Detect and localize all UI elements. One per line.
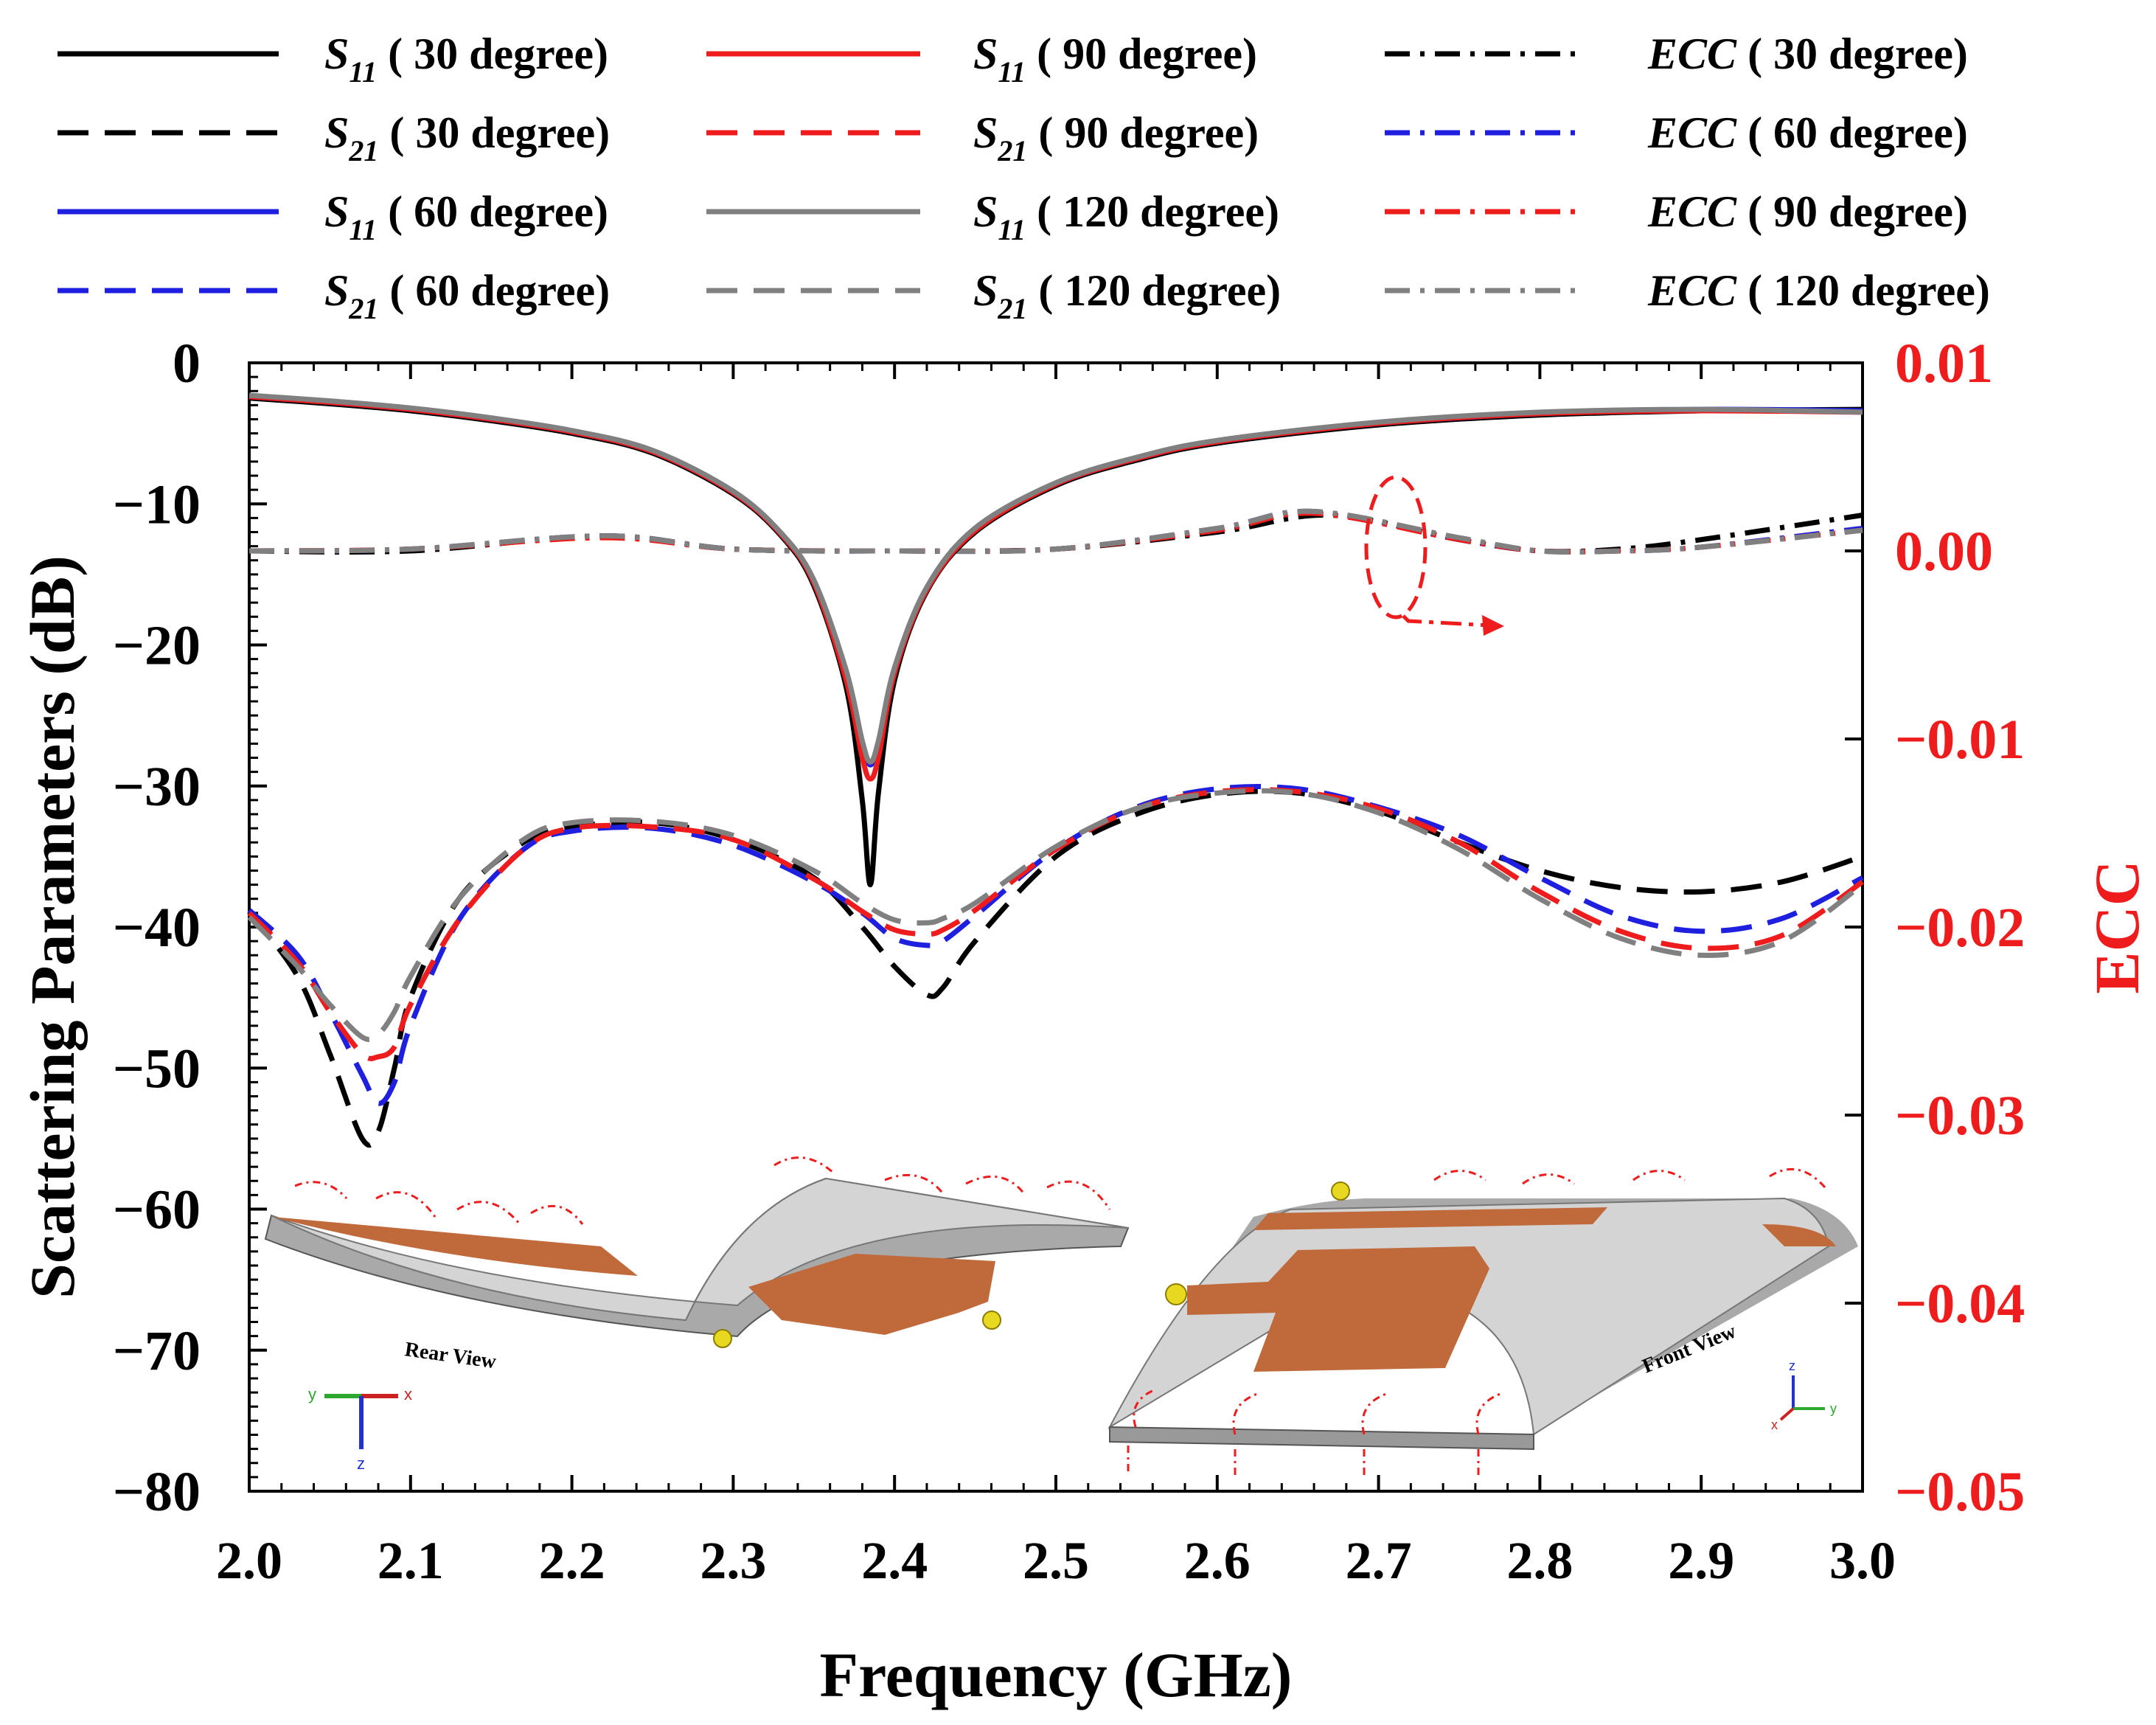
series-s21-30-degree	[247, 788, 1864, 1148]
front-patch-row	[1253, 1207, 1607, 1230]
rear-axis-y: y	[308, 1385, 316, 1403]
rear-patch-left	[273, 1217, 638, 1276]
x-tick-label: 2.4	[861, 1531, 928, 1590]
front-connector-2	[1331, 1181, 1350, 1201]
rear-patch-right	[748, 1254, 995, 1335]
indicator-ellipse	[1364, 475, 1428, 619]
y-tick-label: −20	[113, 615, 201, 677]
y2-tick-label: 0.00	[1895, 521, 1993, 583]
x-tick-label: 2.8	[1506, 1531, 1573, 1590]
y2-tick-label: −0.03	[1895, 1085, 2025, 1147]
front-view-inset: Front View z y x	[1107, 1167, 1858, 1479]
y-tick-label: −80	[113, 1461, 201, 1523]
front-axis-y: y	[1830, 1401, 1837, 1416]
y2-tick-label: −0.04	[1895, 1273, 2025, 1335]
y2-tick-label: −0.01	[1895, 709, 2025, 771]
rear-substrate-top	[271, 1177, 1129, 1322]
rear-connector-1	[713, 1329, 732, 1348]
legend-label: S11 ( 90 degree)	[973, 29, 1257, 88]
y-axis-title: Scattering Parameters (dB)	[17, 555, 88, 1299]
series-ecc-60-degree	[248, 508, 1863, 555]
front-substrate-side	[1109, 1426, 1534, 1451]
legend-label: S11 ( 60 degree)	[324, 187, 608, 246]
x-tick-label: 2.5	[1023, 1531, 1089, 1590]
x-tick-label: 2.9	[1668, 1531, 1734, 1590]
front-axis-x: x	[1771, 1417, 1778, 1432]
x-tick-label: 3.0	[1829, 1531, 1896, 1590]
x-tick-label: 2.7	[1346, 1531, 1412, 1590]
data-curves	[247, 392, 1865, 1148]
legend-label: S11 ( 120 degree)	[973, 187, 1279, 246]
front-axis-z: z	[1789, 1358, 1795, 1373]
tick-labels: 2.0 2.1 2.2 2.3 2.4 2.5 2.6 2.7 2.8 2.9 3.0 0 −10 −20…	[113, 333, 2025, 1590]
y-tick-label: −30	[113, 756, 201, 818]
x-tick-label: 2.2	[539, 1531, 605, 1590]
y-tick-label: −70	[113, 1320, 201, 1382]
y-tick-label: −10	[113, 473, 201, 535]
legend-label: ECC ( 30 degree)	[1647, 29, 1968, 78]
legend-label: S21 ( 60 degree)	[324, 266, 610, 325]
series-s11-30-degree	[248, 395, 1863, 888]
y2-axis-title: ECC	[2082, 860, 2152, 994]
series-ecc-90-degree	[248, 510, 1863, 555]
series-s21-90-degree	[247, 787, 1864, 1061]
front-patch-tail	[1762, 1224, 1836, 1246]
x-tick-label: 2.0	[216, 1531, 282, 1590]
x-tick-label: 2.6	[1184, 1531, 1251, 1590]
x-tick-label: 2.3	[700, 1531, 766, 1590]
rear-axis-triad: y x z	[308, 1385, 412, 1473]
legend-label: S21 ( 120 degree)	[973, 266, 1281, 325]
front-connector-1	[1165, 1283, 1187, 1305]
legend-label: ECC ( 60 degree)	[1647, 108, 1968, 157]
rear-connector-2	[982, 1311, 1001, 1330]
x-axis-title: Frequency (GHz)	[820, 1639, 1293, 1710]
legend-label: ECC ( 120 degree)	[1647, 266, 1990, 315]
legend-label: ECC ( 90 degree)	[1647, 187, 1968, 236]
rear-bend-arrows	[294, 1156, 1111, 1225]
legend-label: S11 ( 30 degree)	[324, 29, 608, 88]
series-s21-120-degree	[247, 788, 1865, 1042]
series-s11-120-degree	[248, 392, 1863, 765]
ecc-axis-indicator	[1364, 475, 1504, 636]
series-s11-60-degree	[248, 394, 1863, 768]
legend-label: S21 ( 90 degree)	[973, 108, 1259, 167]
indicator-arrow-head	[1482, 615, 1504, 636]
rear-axis-x: x	[404, 1385, 412, 1403]
indicator-arrow-line	[1402, 614, 1490, 628]
y-tick-label: −60	[113, 1179, 201, 1241]
y2-tick-label: −0.02	[1895, 897, 2025, 959]
rear-view-inset: Rear View y x z	[264, 1156, 1130, 1473]
series-ecc-120-degree	[248, 508, 1863, 555]
y-tick-label: −50	[113, 1038, 201, 1100]
series-s21-60-degree	[247, 783, 1864, 1106]
y2-tick-label: −0.05	[1895, 1461, 2025, 1523]
rear-axis-z: z	[357, 1454, 365, 1473]
rear-view-label: Rear View	[403, 1338, 498, 1373]
series-s11-90-degree	[248, 394, 1863, 782]
y-tick-label: 0	[173, 333, 201, 395]
front-patch-main	[1187, 1246, 1489, 1372]
axis-ticks	[248, 361, 1864, 1493]
front-axis-triad: z y x	[1771, 1358, 1837, 1432]
legend: S11 ( 30 degree) S21 ( 30 degree) S11 ( 60…	[58, 29, 1990, 325]
y2-tick-label: 0.01	[1895, 333, 1993, 395]
front-bend-arrows	[1127, 1167, 1826, 1479]
x-tick-label: 2.1	[378, 1531, 444, 1590]
legend-label: S21 ( 30 degree)	[324, 108, 610, 167]
y-tick-label: −40	[113, 897, 201, 959]
